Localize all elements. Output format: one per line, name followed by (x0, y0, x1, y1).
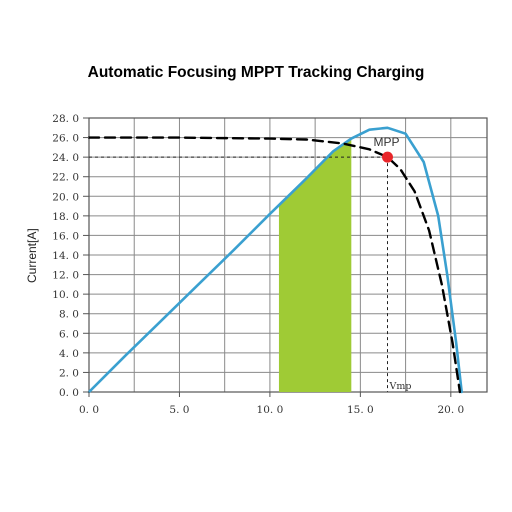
x-tick-label: 10. 0 (257, 404, 284, 416)
y-tick-label: 2. 0 (59, 367, 79, 379)
y-tick-label: 14. 0 (52, 250, 79, 262)
y-tick-label: 8. 0 (59, 309, 79, 321)
y-tick-label: 10. 0 (52, 289, 79, 301)
y-tick-label: 18. 0 (52, 211, 79, 223)
y-tick-label: 22. 0 (52, 172, 79, 184)
y-tick-label: 20. 0 (52, 191, 79, 203)
y-tick-label: 24. 0 (52, 152, 79, 164)
y-axis-label: Current[A] (25, 228, 39, 283)
x-tick-label: 15. 0 (347, 404, 374, 416)
y-tick-label: 6. 0 (59, 328, 79, 340)
y-tick-label: 0. 0 (59, 387, 79, 399)
power-curve-dashed-line (87, 136, 462, 394)
y-tick-label: 12. 0 (52, 270, 79, 282)
x-tick-label: 20. 0 (437, 404, 464, 416)
mpp-label: MPP (374, 135, 400, 149)
vmp-label: Vmp (389, 381, 412, 392)
y-tick-label: 28. 0 (52, 113, 79, 125)
shaded-power-region (278, 138, 352, 392)
x-tick-label: 5. 0 (169, 404, 189, 416)
x-tick-label: 0. 0 (79, 404, 99, 416)
y-tick-label: 16. 0 (52, 230, 79, 242)
y-tick-label: 26. 0 (52, 133, 79, 145)
chart-title: Automatic Focusing MPPT Tracking Chargin… (87, 64, 425, 81)
iv-curve-line (87, 126, 463, 394)
mpp-point (382, 151, 393, 163)
y-tick-label: 4. 0 (59, 348, 79, 360)
